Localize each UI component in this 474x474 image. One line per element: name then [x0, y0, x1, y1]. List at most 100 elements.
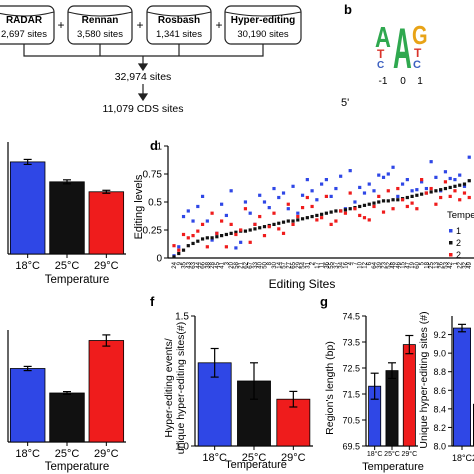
- d-xtick-label-60: 22: [458, 261, 464, 268]
- d-point-18c-46: [391, 165, 395, 169]
- d-xtick-label-10: 41: [220, 261, 226, 268]
- g1-xtick-label-2: 29°C: [402, 450, 418, 458]
- g2-ytick-label-2: 8.4: [433, 404, 446, 414]
- d-point-18c-4: [191, 219, 195, 223]
- db-rennan-sites: 3,580 sites: [77, 29, 123, 40]
- d-point-18c-40: [362, 191, 367, 195]
- d-point-29c-31: [320, 216, 324, 220]
- db-rosbash: Rosbash 1,341 sites: [146, 5, 212, 45]
- g2-ytick-label-3: 8.6: [433, 386, 446, 396]
- d-xtick-label-2: 35: [182, 261, 188, 268]
- d-point-25c-22: [277, 221, 281, 225]
- plus-sign-1: +: [57, 18, 64, 32]
- d-point-25c-3: [186, 244, 190, 248]
- chart-f-xlabel: Temperature: [225, 459, 287, 471]
- chart-g2-ylabel: Unique hyper-editing sites (#): [418, 311, 430, 448]
- chart-g2-marks: 8.08.28.48.68.89.09.218°C25°C29°C: [433, 316, 474, 463]
- d-legend-label-0: 1: [456, 226, 461, 236]
- d-point-25c-28: [305, 216, 309, 220]
- d-point-18c-15: [243, 200, 248, 204]
- d-xtick-label-22: 14: [277, 261, 283, 268]
- d-point-25c-39: [358, 204, 362, 209]
- d-point-18c-22: [277, 195, 281, 200]
- d-point-29c-51: [415, 207, 419, 211]
- d-point-29c-11: [224, 245, 228, 249]
- d-point-25c-27: [300, 217, 305, 221]
- chart-e-xlabel: Temperature: [45, 461, 110, 473]
- d-xtick-label-26: 29: [296, 261, 302, 268]
- c-xtick-label-1: 25°C: [55, 260, 80, 272]
- d-point-18c-13: [234, 246, 238, 250]
- d-point-25c-44: [381, 199, 386, 203]
- logo-letter-c-1: C: [377, 60, 384, 71]
- d-point-25c-49: [405, 195, 409, 200]
- d-point-25c-58: [448, 185, 452, 190]
- chart-e: 18°C 25°C 29°C Temperature: [7, 330, 126, 473]
- d-point-18c-54: [429, 160, 433, 164]
- d-xtick-label-48: 15: [401, 261, 407, 268]
- chart-g1: 69.5 70.5 71.5 72.5 73.5 74.5 18°C 25°C 29°C Reg…: [324, 312, 424, 474]
- g1-ytick-label-4: 73.5: [342, 338, 360, 348]
- d-point-18c-12: [229, 189, 233, 193]
- d-point-25c-26: [296, 218, 300, 222]
- d-point-25c-23: [281, 220, 286, 224]
- d-xtick-label-8: 28: [210, 261, 216, 268]
- d-point-18c-44: [381, 175, 386, 179]
- d-point-18c-29: [310, 189, 314, 193]
- d-point-18c-50: [410, 189, 414, 193]
- d-xtick-label-34: 37: [334, 261, 340, 268]
- db-rosbash-name: Rosbash: [158, 15, 200, 26]
- logo-letter-g-3: G: [412, 20, 428, 49]
- d-point-29c-56: [439, 195, 443, 200]
- d-point-29c-36: [343, 211, 348, 215]
- d-xtick-label-54: 25: [429, 261, 435, 268]
- d-point-18c-24: [286, 207, 290, 211]
- d-xtick-label-9: 45: [215, 261, 221, 268]
- pipeline-diagram: RADAR 2,697 sites + Rennan 3,580 sites +…: [0, 5, 302, 115]
- d-point-25c-51: [415, 193, 419, 197]
- g2-ytick-label-4: 8.8: [433, 367, 446, 377]
- d-point-18c-3: [186, 209, 190, 213]
- d-xtick-label-13: 58: [234, 261, 240, 268]
- d-point-25c-60: [458, 183, 462, 187]
- d-point-29c-61: [462, 191, 467, 195]
- d-point-18c-30: [315, 198, 319, 202]
- logo-letter-t-3: T: [414, 46, 422, 60]
- d-point-29c-37: [348, 191, 352, 195]
- d-xtick-label-39: 10: [358, 261, 364, 268]
- d-xtick-label-18: 40: [258, 261, 264, 268]
- d-xtick-label-52: 5: [420, 261, 426, 265]
- d-point-29c-20: [267, 225, 271, 229]
- d-point-29c-10: [220, 219, 224, 223]
- d-point-25c-59: [453, 184, 457, 188]
- d-point-18c-7: [205, 219, 209, 223]
- d-point-29c-52: [420, 178, 424, 182]
- d-point-18c-37: [348, 169, 352, 173]
- chart-d-legend-title: Tempe: [447, 210, 474, 221]
- d-point-25c-40: [362, 203, 367, 207]
- d-point-25c-55: [434, 189, 438, 193]
- d-point-29c-16: [248, 240, 252, 244]
- d-point-29c-33: [329, 222, 333, 226]
- d-xtick-label-61: 32: [462, 261, 468, 268]
- d-point-25c-52: [420, 192, 424, 196]
- d-xtick-label-40: 12: [362, 261, 368, 268]
- d-xtick-label-42: 64: [372, 261, 378, 268]
- e-bar-2: [88, 340, 125, 443]
- db-radar-name: RADAR: [6, 15, 43, 26]
- d-xtick-label-43: 39: [377, 261, 383, 268]
- d-xtick-label-7: 38: [205, 261, 211, 268]
- d-xtick-label-35: 34: [339, 261, 345, 268]
- d-xtick-label-15: 62: [243, 261, 249, 268]
- d-point-25c-54: [429, 190, 433, 194]
- logo-prime: 5': [341, 97, 349, 109]
- db-hyper-name: Hyper-editing: [231, 15, 295, 26]
- d-point-18c-52: [420, 180, 424, 184]
- g2-ytick-label-0: 8.0: [433, 442, 446, 452]
- g2-ytick-label-6: 9.2: [433, 330, 446, 340]
- d-point-18c-31: [320, 182, 324, 186]
- logo-pos-1: -1: [379, 76, 388, 87]
- d-point-29c-13: [234, 232, 238, 237]
- d-point-25c-37: [348, 207, 352, 211]
- d-xtick-label-25: 65: [291, 261, 297, 268]
